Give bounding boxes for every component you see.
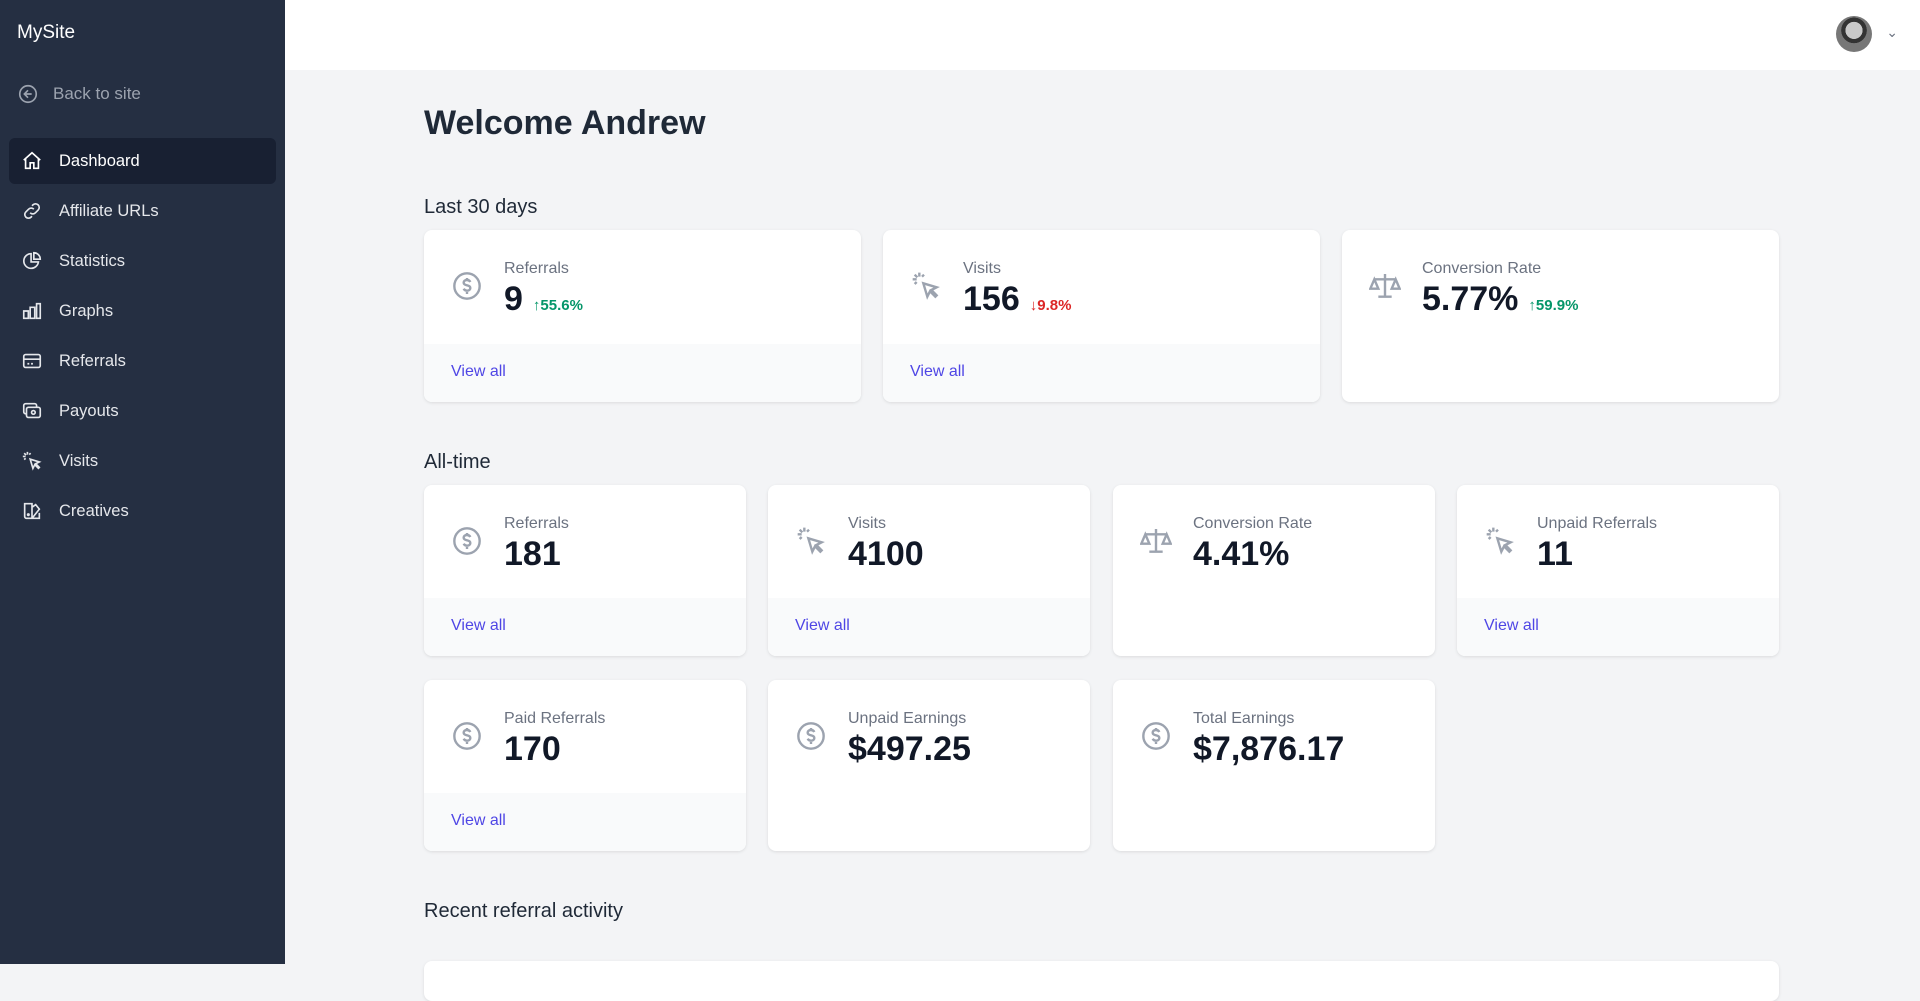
chevron-down-icon[interactable]: ⌄ xyxy=(1886,24,1898,40)
sidebar-item-graphs[interactable]: Graphs xyxy=(9,288,276,334)
link-icon xyxy=(23,202,41,220)
sidebar-item-label: Payouts xyxy=(59,401,119,420)
view-all-link[interactable]: View all xyxy=(424,344,861,402)
stat-value: 9 xyxy=(504,280,523,318)
sidebar-item-affiliate-urls[interactable]: Affiliate URLs xyxy=(9,188,276,234)
sidebar-item-label: Graphs xyxy=(59,301,114,320)
stat-label: Referrals xyxy=(504,515,569,532)
dollar-icon xyxy=(451,720,483,752)
stat-card-unpaid-earnings: Unpaid Earnings $497.25 xyxy=(768,680,1090,851)
stat-label: Visits xyxy=(963,260,1001,277)
back-to-site-link[interactable]: Back to site xyxy=(17,83,141,105)
sidebar-item-label: Visits xyxy=(59,451,99,470)
stat-card-unpaid-referrals: Unpaid Referrals 11 View all xyxy=(1457,485,1779,656)
view-all-link[interactable]: View all xyxy=(768,598,1090,656)
stat-value: 5.77% xyxy=(1422,280,1519,318)
sidebar-nav: Dashboard Affiliate URLs Statistics Grap… xyxy=(9,138,276,538)
bar-chart-icon xyxy=(22,302,42,320)
credit-card-icon xyxy=(22,353,42,369)
pie-chart-icon xyxy=(22,251,42,270)
stat-card-conversion-30d: Conversion Rate 5.77% ↑59.9% xyxy=(1342,230,1779,402)
stat-change: ↓9.8% xyxy=(1029,297,1072,314)
stat-card-total-earnings: Total Earnings $7,876.17 xyxy=(1113,680,1435,851)
stat-label: Paid Referrals xyxy=(504,710,606,727)
dollar-icon xyxy=(451,525,483,557)
scale-icon xyxy=(1369,270,1401,302)
sidebar-item-referrals[interactable]: Referrals xyxy=(9,338,276,384)
stat-card-conversion-all: Conversion Rate 4.41% xyxy=(1113,485,1435,656)
stat-label: Conversion Rate xyxy=(1422,260,1542,277)
stat-value: 4100 xyxy=(848,535,924,573)
sidebar-item-label: Referrals xyxy=(59,351,126,370)
sidebar-item-label: Statistics xyxy=(59,251,126,270)
sidebar-item-label: Dashboard xyxy=(59,151,140,170)
sidebar-item-payouts[interactable]: Payouts xyxy=(9,388,276,434)
view-all-link[interactable]: View all xyxy=(424,793,746,851)
stat-label: Conversion Rate xyxy=(1193,515,1313,532)
sidebar-item-statistics[interactable]: Statistics xyxy=(9,238,276,284)
section-heading-last-30-days: Last 30 days xyxy=(424,196,538,218)
stat-card-paid-referrals: Paid Referrals 170 View all xyxy=(424,680,746,851)
top-bar: ⌄ xyxy=(285,0,1920,70)
stat-card-referrals-30d: Referrals 9 ↑55.6% View all xyxy=(424,230,861,402)
view-all-link[interactable]: View all xyxy=(1457,598,1779,656)
recent-activity-table xyxy=(424,961,1779,1001)
stat-change: ↑59.9% xyxy=(1528,297,1579,314)
stat-label: Total Earnings xyxy=(1193,710,1295,727)
stat-value: 156 xyxy=(963,280,1020,318)
dollar-icon xyxy=(1140,720,1172,752)
stat-value: 181 xyxy=(504,535,561,573)
view-all-link[interactable]: View all xyxy=(883,344,1320,402)
stat-value: $7,876.17 xyxy=(1193,730,1345,768)
stat-card-visits-30d: Visits 156 ↓9.8% View all xyxy=(883,230,1320,402)
home-icon xyxy=(23,151,41,170)
stat-value: 11 xyxy=(1537,535,1573,573)
dollar-icon xyxy=(795,720,827,752)
section-heading-all-time: All-time xyxy=(424,451,491,473)
section-heading-recent-activity: Recent referral activity xyxy=(424,900,623,922)
color-swatch-icon xyxy=(23,502,41,520)
cursor-click-icon xyxy=(910,270,942,302)
dollar-icon xyxy=(451,270,483,302)
arrow-circle-left-icon xyxy=(18,84,38,104)
stat-card-visits-all: Visits 4100 View all xyxy=(768,485,1090,656)
stat-value: $497.25 xyxy=(848,730,971,768)
sidebar-item-creatives[interactable]: Creatives xyxy=(9,488,276,534)
cash-icon xyxy=(22,402,42,419)
sidebar: MySite Back to site Dashboard Affiliate … xyxy=(0,0,285,964)
view-all-link[interactable]: View all xyxy=(424,598,746,656)
stat-label: Visits xyxy=(848,515,886,532)
sidebar-item-visits[interactable]: Visits xyxy=(9,438,276,484)
sidebar-item-dashboard[interactable]: Dashboard xyxy=(9,138,276,184)
cursor-click-icon xyxy=(21,450,43,472)
cursor-click-icon xyxy=(1484,525,1516,557)
user-avatar[interactable] xyxy=(1836,16,1872,52)
sidebar-item-label: Creatives xyxy=(59,501,129,520)
stat-value: 170 xyxy=(504,730,561,768)
stat-value: 4.41% xyxy=(1193,535,1290,573)
sidebar-item-label: Affiliate URLs xyxy=(59,201,159,220)
cursor-click-icon xyxy=(795,525,827,557)
stat-change: ↑55.6% xyxy=(532,297,583,314)
site-brand[interactable]: MySite xyxy=(17,22,76,43)
stat-label: Referrals xyxy=(504,260,569,277)
scale-icon xyxy=(1140,525,1172,557)
stat-label: Unpaid Earnings xyxy=(848,710,967,727)
stat-label: Unpaid Referrals xyxy=(1537,515,1658,532)
stat-card-referrals-all: Referrals 181 View all xyxy=(424,485,746,656)
back-to-site-label: Back to site xyxy=(53,84,141,103)
page-title: Welcome Andrew xyxy=(424,104,706,142)
